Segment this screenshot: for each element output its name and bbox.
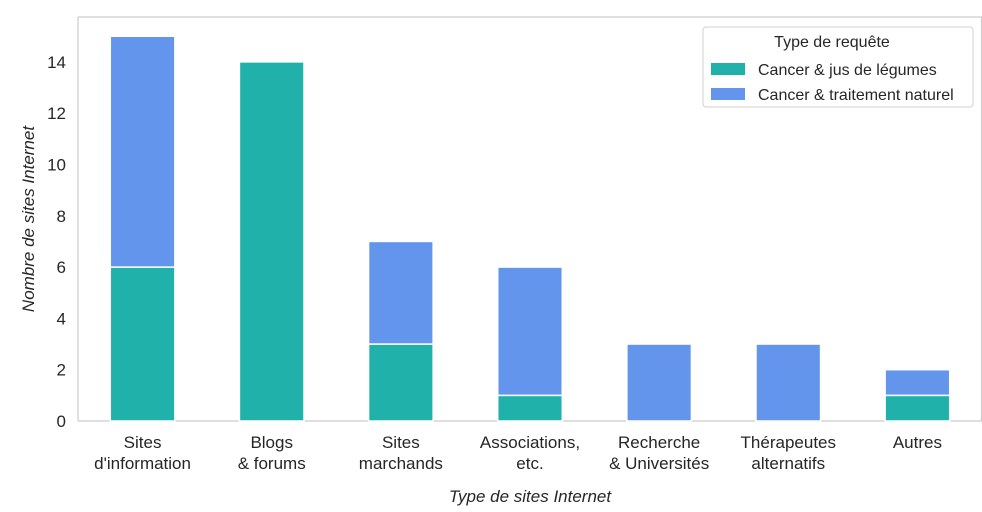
legend-title: Type de requête (774, 34, 890, 51)
bar-segment-1-3 (367, 343, 434, 422)
x-tick-label: Associations, etc. (480, 433, 580, 473)
legend-label-2: Cancer & traitement naturel (758, 87, 954, 104)
bar-segment-2-6 (755, 343, 822, 422)
bar-segment-2-1 (109, 35, 176, 268)
bar-segment-1-1 (109, 266, 176, 422)
bar-segment-2-3 (367, 240, 434, 345)
x-tick-label: Sites d'information (94, 433, 191, 473)
legend-swatch-2 (711, 88, 745, 100)
y-tick-label: 8 (57, 207, 66, 226)
x-tick-label: Blogs & forums (238, 433, 306, 473)
bar-segment-1-2 (238, 61, 305, 422)
y-tick-label: 14 (47, 53, 66, 72)
x-axis-title: Type de sites Internet (449, 487, 612, 506)
legend-items: Cancer & jus de légumes Cancer & traiteme… (711, 62, 954, 104)
bar-segment-1-7 (884, 394, 951, 422)
x-tick-label: Sites marchands (359, 433, 443, 473)
x-tick-label: Thérapeutes alternatifs (741, 433, 836, 473)
y-tick-label: 4 (57, 309, 66, 328)
y-axis-title: Nombre de sites Internet (19, 125, 38, 312)
legend-label-1: Cancer & jus de légumes (758, 62, 937, 79)
x-tick-label: Recherche & Universités (609, 433, 709, 473)
legend-box (702, 26, 974, 108)
bars-group (109, 35, 951, 422)
legend-swatch-1 (711, 63, 745, 75)
y-tick-label: 12 (47, 104, 66, 123)
bar-segment-1-4 (496, 394, 564, 422)
y-tick-label: 10 (47, 155, 66, 174)
x-tick-label: Autres (893, 433, 942, 452)
y-axis: 0 2 4 6 8 10 12 14 (47, 53, 66, 431)
y-tick-label: 6 (57, 258, 66, 277)
x-axis: Sites d'information Blogs & forums Sites marc… (94, 433, 942, 473)
bar-segment-2-7 (884, 368, 951, 397)
y-tick-label: 2 (57, 361, 66, 380)
bar-segment-2-5 (626, 343, 693, 422)
legend: Type de requête Cancer & jus de légumesC… (702, 26, 974, 108)
y-tick-label: 0 (57, 412, 66, 431)
bar-segment-2-4 (496, 266, 564, 397)
